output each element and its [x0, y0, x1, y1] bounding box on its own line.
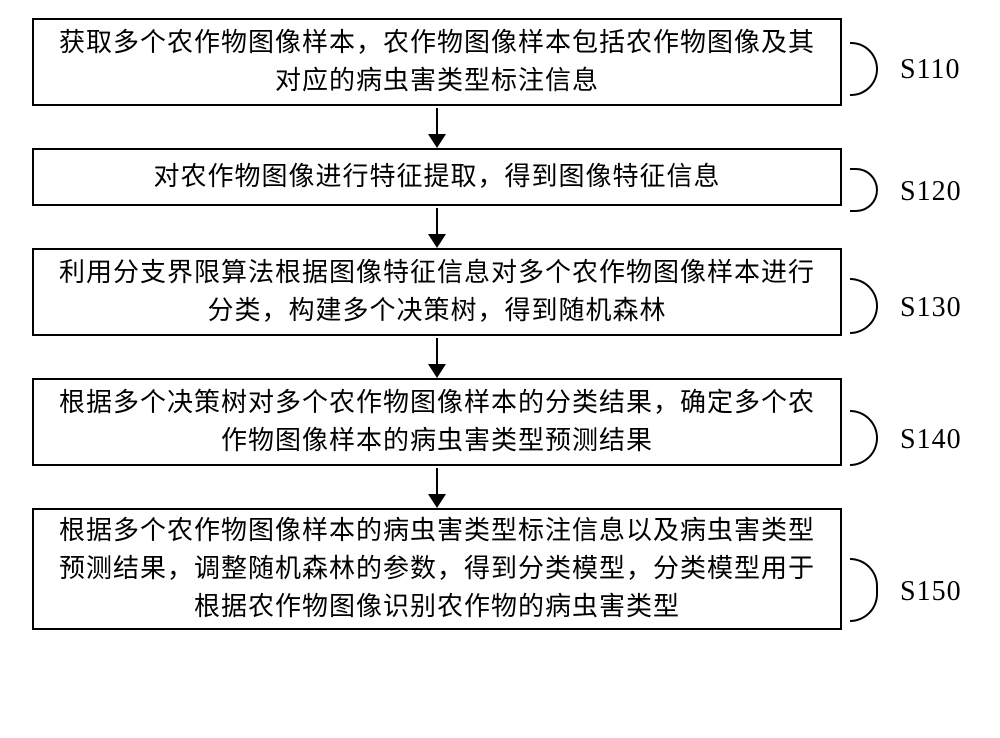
step-row: 根据多个决策树对多个农作物图像样本的分类结果，确定多个农作物图像样本的病虫害类型… — [32, 378, 842, 466]
step-box-s130: 利用分支界限算法根据图像特征信息对多个农作物图像样本进行分类，构建多个决策树，得… — [32, 248, 842, 336]
brace-icon — [850, 278, 878, 334]
arrow-line — [436, 338, 439, 365]
step-row: 利用分支界限算法根据图像特征信息对多个农作物图像样本进行分类，构建多个决策树，得… — [32, 248, 842, 336]
step-label-s150: S150 — [900, 576, 962, 608]
arrow-line — [436, 208, 439, 235]
arrow-down — [428, 466, 446, 508]
arrow-line — [436, 468, 439, 495]
arrow-head-icon — [428, 134, 446, 148]
step-label-s130: S130 — [900, 292, 962, 324]
step-label-s110: S110 — [900, 54, 961, 86]
step-box-s120: 对农作物图像进行特征提取，得到图像特征信息 — [32, 148, 842, 206]
step-text: 根据多个农作物图像样本的病虫害类型标注信息以及病虫害类型预测结果，调整随机森林的… — [52, 512, 822, 625]
arrow-down — [428, 106, 446, 148]
step-box-s150: 根据多个农作物图像样本的病虫害类型标注信息以及病虫害类型预测结果，调整随机森林的… — [32, 508, 842, 630]
step-box-s110: 获取多个农作物图像样本，农作物图像样本包括农作物图像及其对应的病虫害类型标注信息 — [32, 18, 842, 106]
brace-icon — [850, 410, 878, 466]
step-row: 对农作物图像进行特征提取，得到图像特征信息 — [32, 148, 842, 206]
arrow-line — [436, 108, 439, 135]
step-label-s120: S120 — [900, 176, 962, 208]
arrow-down — [428, 206, 446, 248]
step-text: 利用分支界限算法根据图像特征信息对多个农作物图像样本进行分类，构建多个决策树，得… — [52, 254, 822, 329]
step-text: 根据多个决策树对多个农作物图像样本的分类结果，确定多个农作物图像样本的病虫害类型… — [52, 384, 822, 459]
step-text: 对农作物图像进行特征提取，得到图像特征信息 — [153, 158, 720, 196]
brace-icon — [850, 42, 878, 96]
step-label-s140: S140 — [900, 424, 962, 456]
step-box-s140: 根据多个决策树对多个农作物图像样本的分类结果，确定多个农作物图像样本的病虫害类型… — [32, 378, 842, 466]
arrow-head-icon — [428, 494, 446, 508]
brace-icon — [850, 558, 878, 622]
flowchart-container: 获取多个农作物图像样本，农作物图像样本包括农作物图像及其对应的病虫害类型标注信息… — [32, 18, 842, 630]
arrow-head-icon — [428, 234, 446, 248]
brace-icon — [850, 168, 878, 212]
arrow-down — [428, 336, 446, 378]
step-text: 获取多个农作物图像样本，农作物图像样本包括农作物图像及其对应的病虫害类型标注信息 — [52, 24, 822, 99]
step-row: 根据多个农作物图像样本的病虫害类型标注信息以及病虫害类型预测结果，调整随机森林的… — [32, 508, 842, 630]
step-row: 获取多个农作物图像样本，农作物图像样本包括农作物图像及其对应的病虫害类型标注信息 — [32, 18, 842, 106]
arrow-head-icon — [428, 364, 446, 378]
